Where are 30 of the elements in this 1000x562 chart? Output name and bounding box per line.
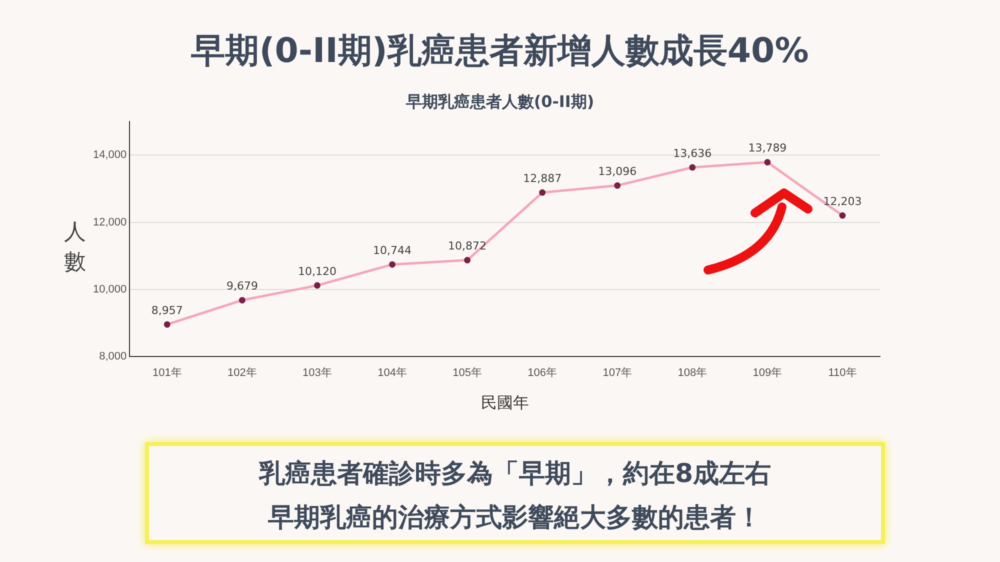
x-tick-label: 106年 [528, 367, 558, 380]
text: 早期乳癌的治療方式影響絕大多數的患者！ [267, 502, 763, 535]
x-tick-label: 107年 [602, 367, 632, 380]
data-label: 10,872 [448, 240, 487, 253]
data-label: 12,887 [523, 172, 562, 185]
data-label: 8,957 [151, 304, 183, 317]
x-tick-label: 103年 [302, 367, 332, 380]
x-tick-label: 109年 [752, 367, 782, 380]
x-tick-label: 104年 [378, 367, 407, 380]
data-label: 13,789 [748, 142, 787, 155]
x-tick-label: 110年 [828, 367, 857, 380]
x-axis-title: 民國年 [480, 394, 529, 412]
y-tick-label: 14,000 [92, 149, 127, 162]
data-label: 13,096 [598, 164, 637, 178]
y-tick-label: 12,000 [92, 216, 127, 228]
chart-title: 早期(0-II期)乳癌患者新增人數成長40% [190, 30, 810, 73]
x-tick-label: 105年 [452, 367, 482, 380]
data-label: 13,636 [673, 146, 712, 160]
x-tick-label: 102年 [228, 367, 257, 380]
y-tick-label: 10,000 [92, 283, 127, 296]
data-label: 9,679 [226, 280, 258, 293]
data-label: 10,120 [298, 264, 336, 278]
data-label: 10,744 [373, 244, 412, 257]
chart-subtitle: 早期乳癌患者人數(0-II期) [404, 92, 596, 113]
y-tick-label: 8,000 [99, 350, 127, 363]
x-tick-label: 108年 [678, 367, 708, 380]
text: 乳癌患者確診時多為「早期」，約在8成左右 [258, 458, 772, 491]
x-tick-label: 101年 [152, 367, 182, 380]
y-axis-title: 人數 [63, 219, 87, 277]
data-label: 12,203 [823, 194, 862, 208]
